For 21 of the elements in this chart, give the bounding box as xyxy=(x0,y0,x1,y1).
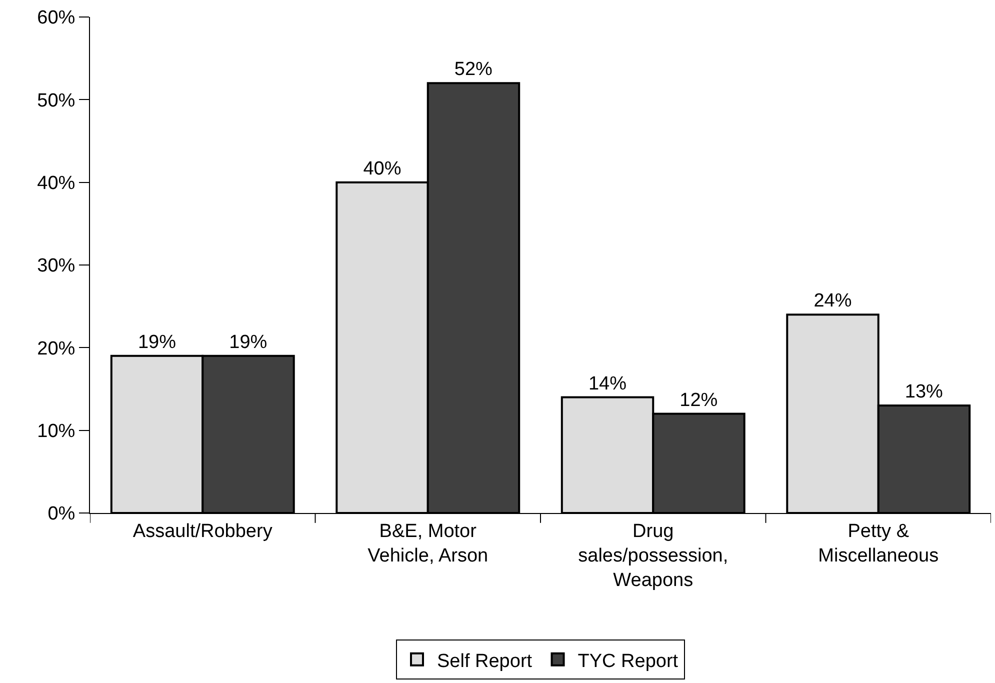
data-label: 13% xyxy=(904,382,944,403)
legend-label: Self Report xyxy=(437,650,533,672)
data-label: 24% xyxy=(814,290,852,312)
data-label: 52% xyxy=(454,59,493,80)
x-tick-label: Assault/Robbery xyxy=(132,520,273,542)
y-tick-label: 50% xyxy=(37,90,76,112)
x-tick-label: Petty & Miscellaneous xyxy=(818,520,939,566)
y-tick-label: 20% xyxy=(37,338,76,360)
data-label: 19% xyxy=(229,332,268,353)
x-tick-label: B&E, Motor Vehicle, Arson xyxy=(368,520,488,566)
data-label: 40% xyxy=(363,158,402,180)
data-label: 12% xyxy=(680,390,718,411)
y-tick-label: 30% xyxy=(37,256,76,277)
legend-label: TYC Report xyxy=(578,650,679,672)
data-label: 14% xyxy=(588,373,627,394)
y-tick-label: 60% xyxy=(37,8,76,29)
x-tick-label: Drug sales/possession, Weapons xyxy=(578,520,728,592)
y-tick-label: 10% xyxy=(37,420,76,442)
data-label: 19% xyxy=(138,332,176,353)
y-tick-label: 40% xyxy=(37,172,76,194)
y-tick-label: 0% xyxy=(48,504,76,525)
